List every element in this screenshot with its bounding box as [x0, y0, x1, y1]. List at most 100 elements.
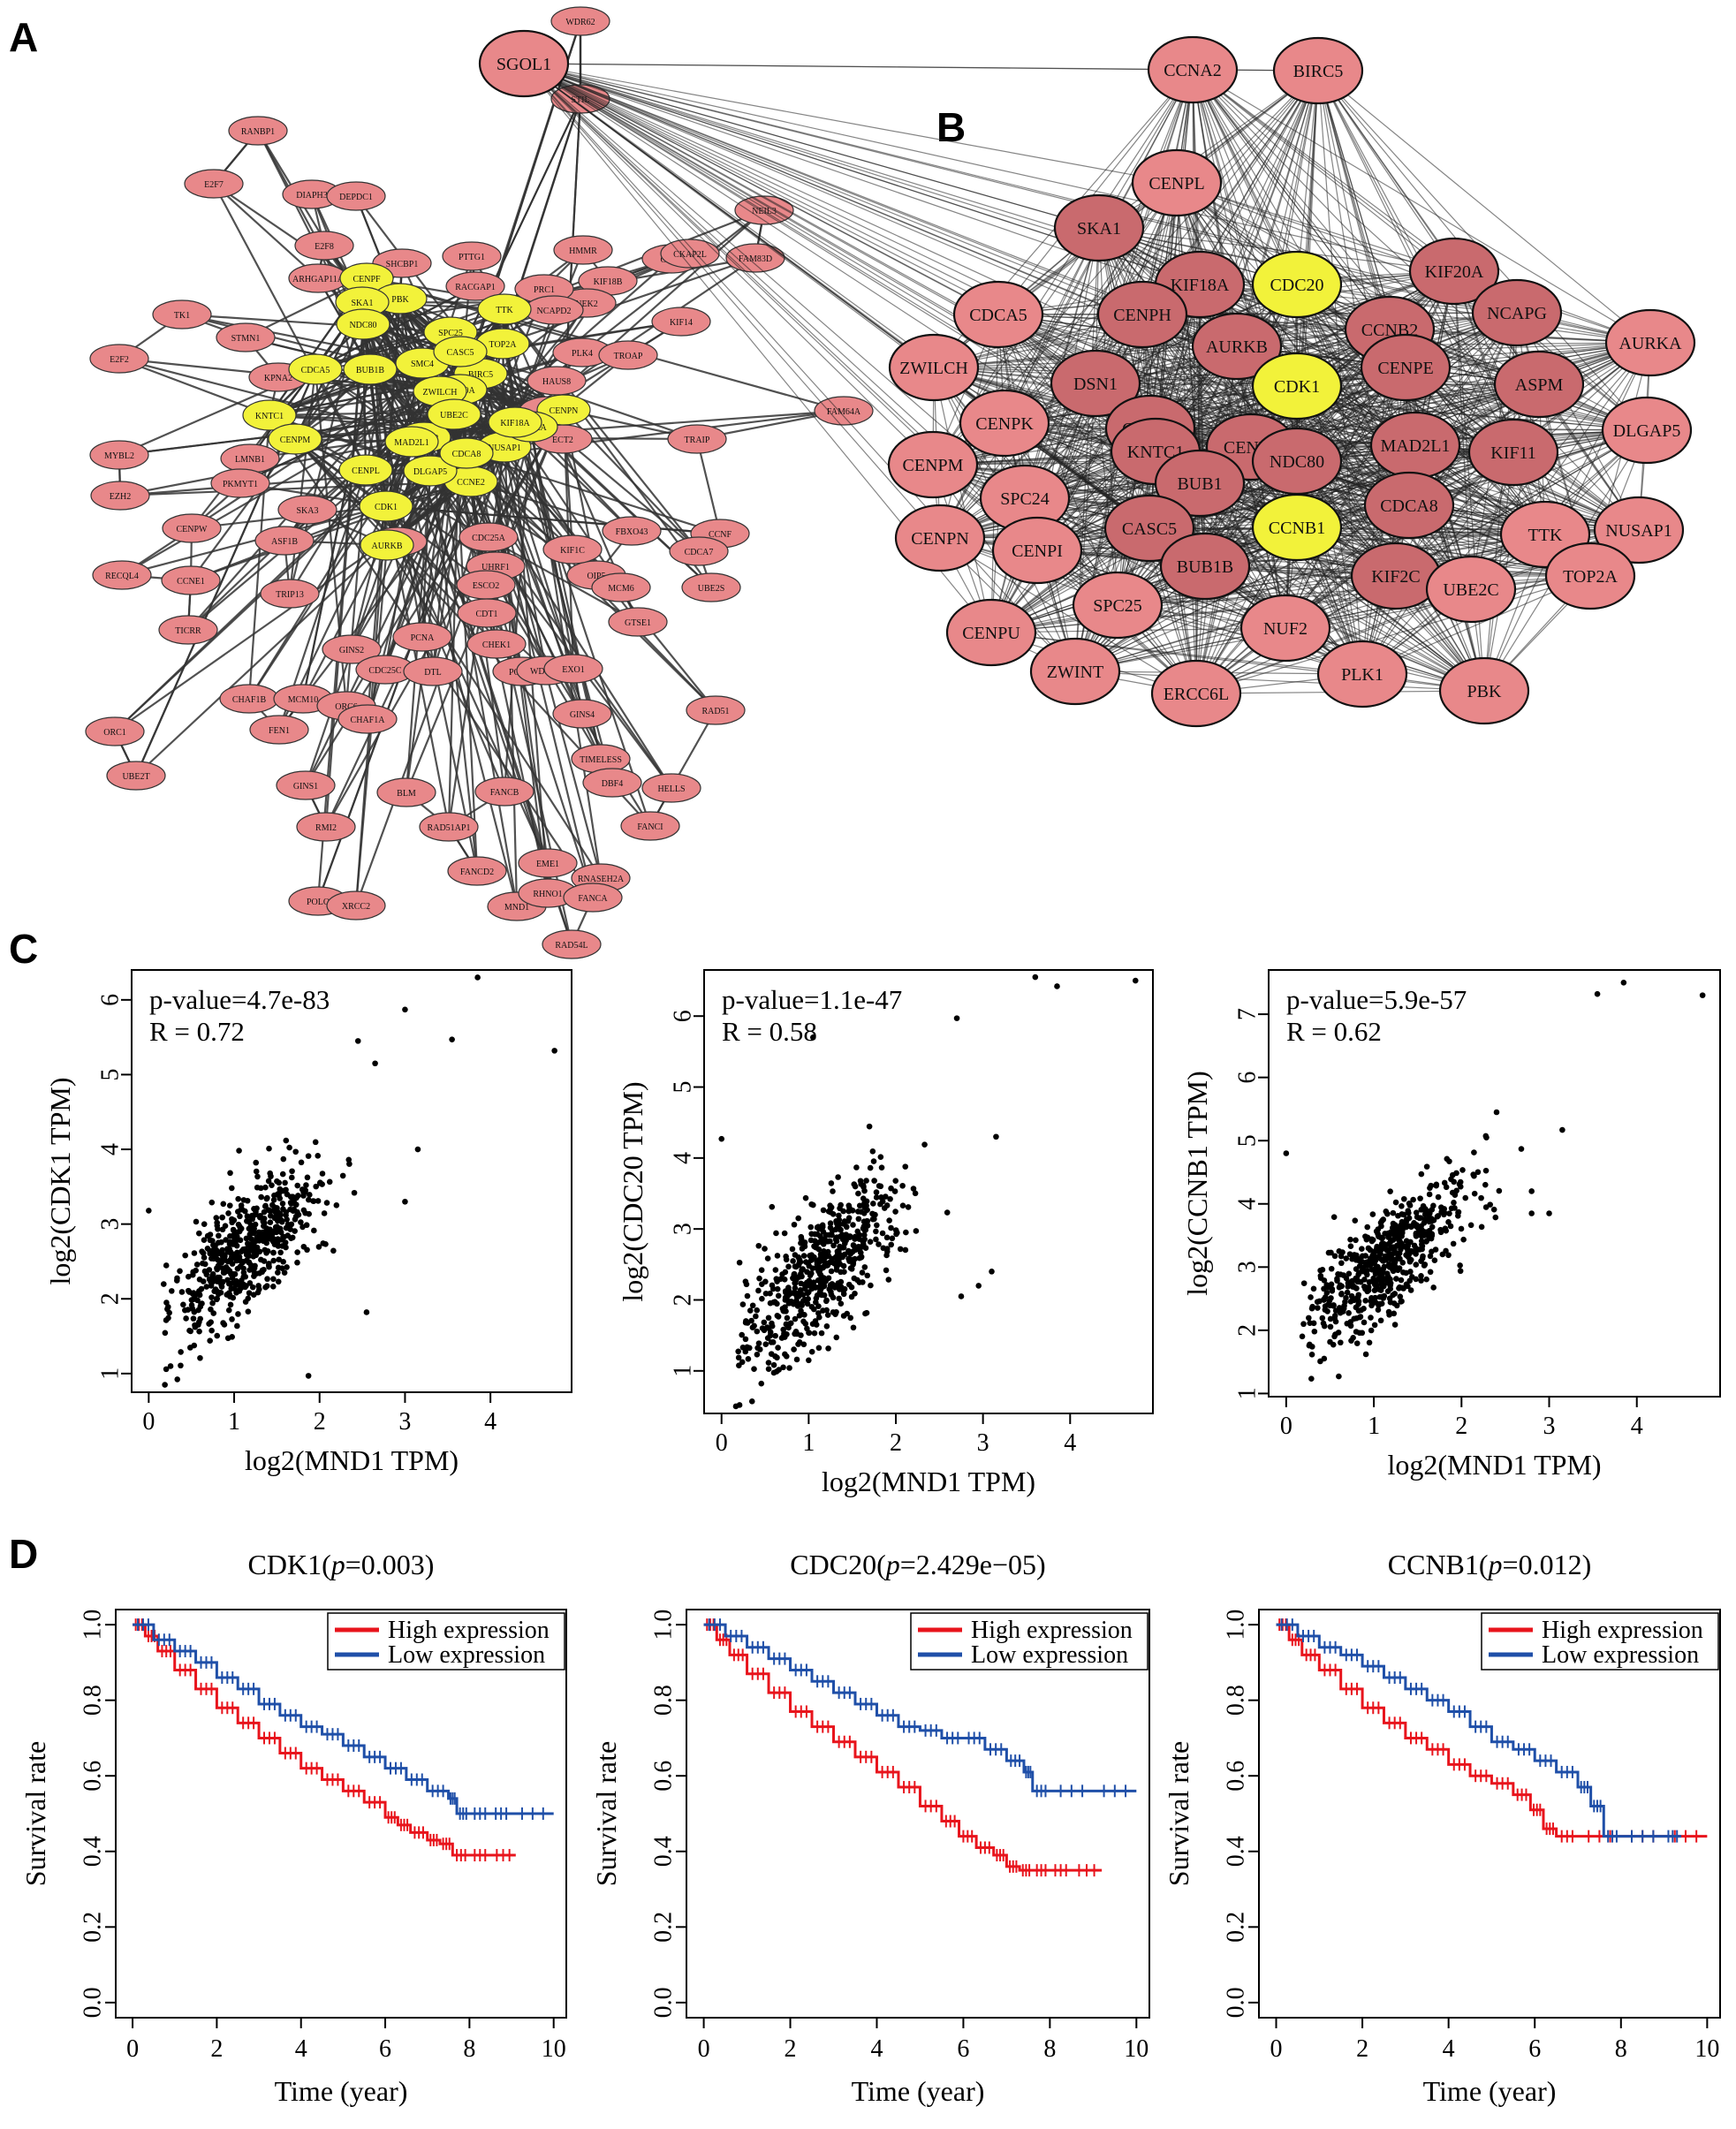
scatter-point [292, 1213, 299, 1220]
network-b-node-cdc20: CDC20 [1251, 250, 1343, 319]
network-a-node-label: NDC80 [349, 321, 376, 330]
scatter-point [1375, 1307, 1382, 1314]
scatter-point [1418, 1273, 1424, 1279]
scatter-point [1371, 1281, 1378, 1288]
network-a-node-label: FANCA [578, 894, 608, 904]
network-a-node-label: FAM64A [827, 407, 861, 417]
scatter-point [178, 1362, 184, 1369]
scatter-point [1376, 1252, 1383, 1259]
scatter-point [1433, 1182, 1439, 1189]
scatter-point [871, 1178, 877, 1184]
scatter-point [820, 1207, 827, 1214]
scatter-point [1419, 1228, 1426, 1234]
network-a-node-label: ZWILCH [423, 388, 458, 398]
scatter-point [1347, 1243, 1354, 1249]
network-b-node-ccnb1: CCNB1 [1251, 493, 1343, 562]
scatter-point [219, 1214, 225, 1221]
network-b-node-label: PBK [1467, 682, 1502, 701]
x-tick-label: 0 [1280, 1413, 1293, 1440]
network-b-edge [1098, 70, 1319, 229]
plot-frame [686, 1609, 1150, 2019]
network-b-node-label: ZWILCH [899, 359, 968, 378]
scatter-point [229, 1316, 235, 1322]
y-tick-label: 3 [96, 1218, 124, 1231]
network-a-node-cenpl: CENPL [338, 454, 393, 486]
network-b-node-aspm: ASPM [1493, 350, 1585, 419]
scatter-point [224, 1277, 231, 1284]
x-tick-label: 8 [1043, 2035, 1056, 2063]
scatter-point [873, 1236, 879, 1243]
network-b-node-label: TTK [1528, 526, 1563, 545]
legend-label-low-expression: Low expression [971, 1641, 1128, 1669]
x-tick-label: 0 [126, 2035, 139, 2063]
network-a-node-cdca5: CDCA5 [288, 353, 343, 385]
survival-plot-cdk1: CDK1(p=0.003) 0 2 4 6 8 10 0.0 0.2 0.4 0.6 0.8 1.0 Ti… [19, 1549, 567, 2107]
network-a-node-label: GINS4 [570, 710, 595, 720]
network-a-node-label: TIMELESS [580, 755, 622, 765]
scatter-point [167, 1363, 174, 1369]
scatter-point [754, 1307, 761, 1314]
network-a-node-fen1: FEN1 [249, 715, 309, 745]
scatter-point [229, 1185, 235, 1192]
scatter-point [295, 1193, 301, 1199]
scatter-point [292, 1200, 298, 1207]
chart-title: CDK1(p=0.003) [248, 1549, 435, 1580]
scatter-point [809, 1265, 816, 1271]
y-tick-label: 1.0 [649, 1610, 677, 1640]
scatter-point [859, 1269, 866, 1276]
title-gene: CDC20( [790, 1549, 885, 1580]
network-b-node-label: CENPK [975, 414, 1034, 434]
network-a-node-label: UBE2C [440, 411, 468, 420]
network-a-node-label: PLK4 [572, 349, 593, 359]
network-a-node-label: RAD51AP1 [428, 823, 471, 833]
network-b-node-cdca8: CDCA8 [1363, 471, 1455, 540]
scatter-point [1384, 1210, 1391, 1217]
network-a-node-label: E2F2 [110, 355, 129, 365]
network-a-node-label: GTSE1 [625, 618, 651, 628]
title-p-value: =0.012) [1503, 1549, 1592, 1580]
scatter-point [800, 1292, 807, 1298]
scatter-point [250, 1292, 257, 1299]
scatter-point [206, 1267, 213, 1273]
scatter-point [1376, 1286, 1383, 1292]
scatter-point [1431, 1257, 1438, 1263]
network-a-node-label: EME1 [536, 860, 559, 869]
network-a-node-blm: BLM [376, 777, 436, 807]
scatter-point [1413, 1209, 1420, 1216]
scatter-point [857, 1178, 864, 1185]
scatter-point [1363, 1236, 1370, 1243]
network-a-node-chaf1b: CHAF1B [219, 684, 279, 714]
scatter-point [873, 1194, 880, 1201]
network-a-node-trip13: TRIP13 [260, 579, 320, 609]
scatter-point [265, 1178, 272, 1185]
scatter-point [845, 1255, 852, 1262]
legend-label-high-expression: High expression [388, 1617, 550, 1644]
scatter-point [284, 1232, 292, 1239]
scatter-point [1359, 1246, 1365, 1253]
scatter-point [1451, 1178, 1457, 1186]
scatter-point [229, 1334, 235, 1340]
scatter-point [732, 1403, 739, 1410]
network-a-edge [411, 441, 672, 789]
scatter-point [1355, 1298, 1362, 1305]
scatter-point [773, 1368, 780, 1375]
scatter-point [1407, 1269, 1414, 1275]
network-a-node-label: EXO1 [562, 665, 585, 675]
scatter-point [780, 1364, 786, 1371]
network-a-node-label: CENPN [550, 406, 579, 416]
scatter-point [806, 1357, 812, 1364]
network-a-node-label: CCNE2 [457, 478, 485, 488]
scatter-point [1409, 1248, 1415, 1255]
scatter-point [1559, 1126, 1565, 1133]
scatter-point [772, 1352, 778, 1360]
network-a-edge [385, 504, 721, 535]
scatter-point [1309, 1303, 1315, 1310]
scatter-point [1361, 1319, 1368, 1326]
network-a-node-label: MCM10 [288, 695, 318, 705]
scatter-point [1430, 1284, 1437, 1291]
scatter-point [273, 1216, 279, 1222]
network-a-node-label: BIRC5 [468, 370, 493, 380]
scatter-point [773, 1230, 779, 1237]
scatter-point [162, 1382, 168, 1388]
scatter-point [1344, 1320, 1351, 1327]
